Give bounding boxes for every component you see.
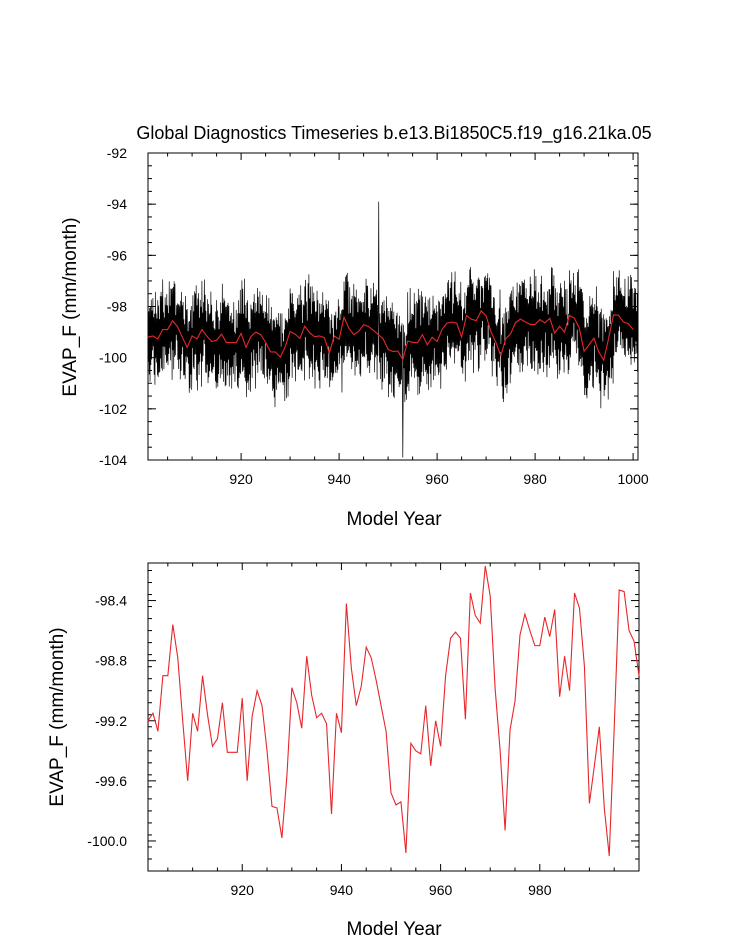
annual-mean-line [147,565,640,857]
y-tick-label: -100 [99,350,127,366]
y-tick-label: -102 [99,401,127,417]
y-tick-label: -96 [107,247,127,263]
y-tick-label: -94 [107,196,127,212]
chart-title: Global Diagnostics Timeseries b.e13.Bi18… [136,123,651,144]
x-tick-label: 940 [327,471,351,487]
bottom-panel: 920 940 960 980 -100.0 -99.6 -99.2 -98.8 -98.4 M… [47,562,640,940]
y-tick-label: -100.0 [87,833,127,849]
x-tick-label: 920 [229,471,253,487]
x-tick-label: 980 [523,471,547,487]
y-tick-label: -98.4 [95,593,127,609]
x-tick-label: 960 [425,471,449,487]
y-tick-label: -104 [99,452,127,468]
top-y-axis-label: EVAP_F (mm/month) [60,217,81,396]
monthly-line [147,201,638,458]
bottom-series [147,565,640,857]
x-tick-label: 920 [231,882,255,898]
x-tick-label: 980 [528,882,552,898]
top-series [147,201,638,458]
y-tick-label: -99.2 [95,713,127,729]
annual-mean-line [147,309,634,362]
x-tick-label: 1000 [618,471,649,487]
y-tick-label: -98 [107,299,127,315]
top-ticks: 920 940 960 980 1000 -104 -102 -100 -98 -96 -94 -92 [99,145,649,487]
bottom-x-axis-label: Model Year [346,919,442,940]
x-tick-label: 960 [429,882,453,898]
x-tick-label: 940 [330,882,354,898]
y-tick-label: -98.8 [95,653,127,669]
y-tick-label: -99.6 [95,773,127,789]
top-panel: Global Diagnostics Timeseries b.e13.Bi18… [60,123,652,530]
y-tick-label: -92 [107,145,127,161]
bottom-y-axis-label: EVAP_F (mm/month) [47,627,68,806]
bottom-plot-frame [147,562,640,872]
top-x-axis-label: Model Year [346,509,442,530]
bottom-ticks: 920 940 960 980 -100.0 -99.6 -99.2 -98.8 -98.4 [87,563,639,898]
